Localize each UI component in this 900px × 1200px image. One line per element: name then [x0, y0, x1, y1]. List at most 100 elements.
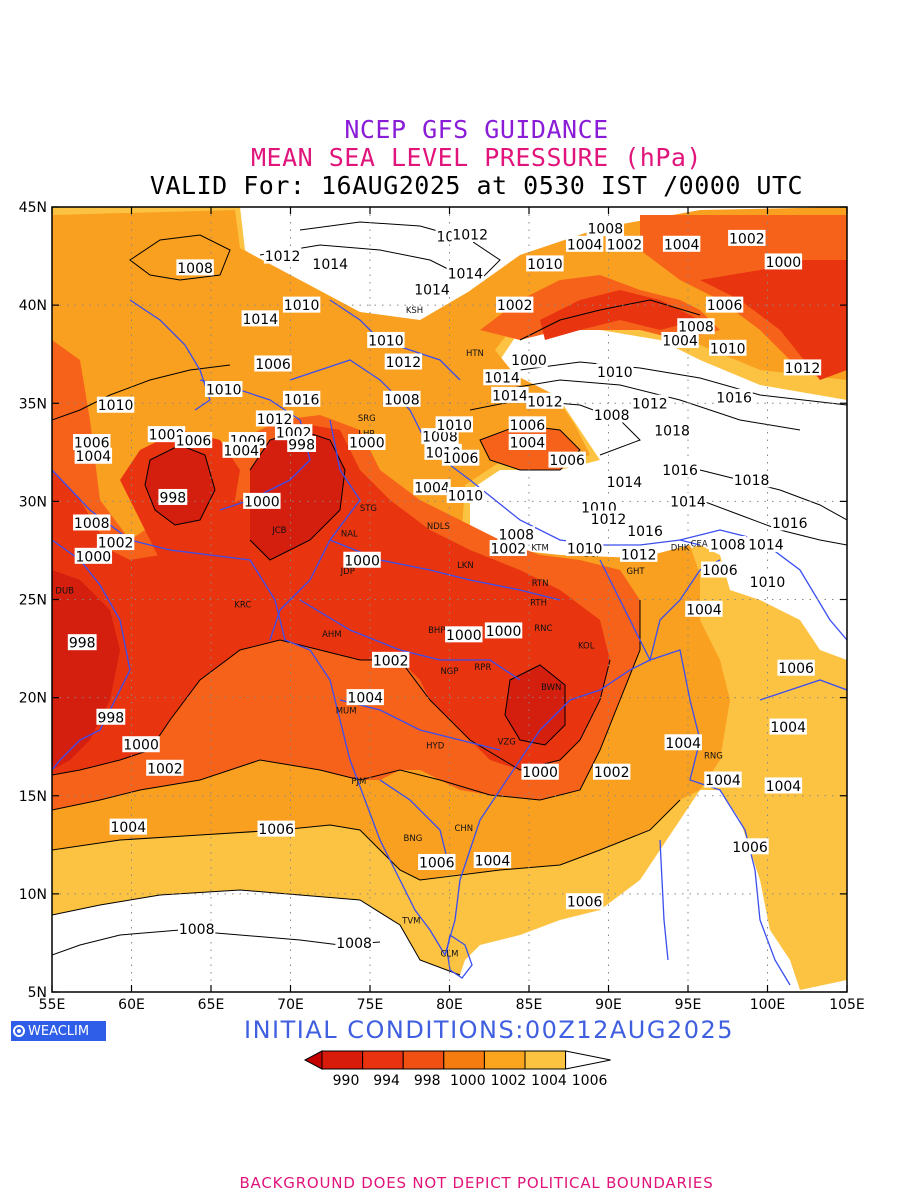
contour-label-bg: [205, 381, 243, 398]
contour-label-bg: [747, 536, 785, 553]
contour-label-text: 1016: [284, 392, 320, 408]
contour-label-text: 1014: [607, 475, 643, 491]
city-label: PJM: [351, 777, 366, 787]
contour-label-text: 1004: [475, 854, 511, 870]
lon-label: 65E: [198, 997, 225, 1013]
contour-label: 1016: [661, 461, 699, 479]
city-label: RNG: [704, 751, 723, 761]
city-label: KOL: [578, 642, 595, 652]
city-label: HYD: [426, 742, 445, 752]
colorbar-label: 1000: [450, 1073, 486, 1089]
contour-label-bg: [731, 838, 769, 855]
contour-label: 1002: [495, 296, 534, 314]
contour-label-text: 1014: [484, 371, 520, 387]
contour-label-bg: [605, 473, 644, 490]
contour-label-text: 1000: [766, 255, 802, 271]
contour-label-text: 1008: [336, 936, 372, 952]
lat-label: 5N: [28, 985, 47, 1001]
contour-label-text: 1004: [223, 443, 259, 459]
contour-label-text: 1012: [591, 512, 627, 528]
contour-label-bg: [709, 536, 747, 553]
contour-label: 1000: [521, 763, 559, 781]
contour-label-text: 1010: [750, 575, 786, 591]
contour-label-text: 1004: [510, 436, 546, 452]
contour-label: 1002: [96, 534, 135, 552]
contour-label-text: 1008: [710, 538, 746, 554]
contour-label-text: 1000: [349, 436, 385, 452]
contour-label-bg: [282, 296, 321, 313]
city-label: BNG: [404, 834, 423, 844]
contour-label-bg: [158, 488, 188, 505]
city-label: NDLS: [427, 522, 450, 532]
contour-label-text: 1010: [98, 398, 134, 414]
contour-label: 1012: [255, 410, 294, 428]
title-model: NCEP GFS GUIDANCE: [344, 115, 609, 144]
contour-label-bg: [777, 659, 815, 676]
contour-label-text: 1016: [716, 390, 752, 406]
contour-label: 1006: [508, 416, 547, 434]
contour-label: 998: [96, 708, 126, 726]
contour-label-text: 1002: [497, 298, 533, 314]
contour-label: 1008: [497, 526, 535, 544]
contour-label-bg: [445, 626, 483, 643]
contour-label: 1016: [771, 514, 809, 532]
contour-label-bg: [177, 920, 216, 937]
contour-label: 1002: [371, 651, 410, 669]
contour-label-bg: [508, 434, 547, 450]
colorbar-segment: [362, 1050, 404, 1070]
pressure-fill-1000-1002: [52, 215, 847, 810]
contour-label-text: 1008: [678, 320, 714, 336]
contour-label: 1004: [685, 600, 723, 618]
contour-label-bg: [565, 893, 604, 910]
border-bangladesh: [599, 559, 721, 662]
contour-label: 1014: [669, 492, 707, 510]
contour-label: 1004: [764, 777, 803, 795]
contour-label: 1006: [254, 355, 292, 373]
border-india-states-3: [339, 699, 501, 751]
contour-label-bg: [626, 522, 664, 539]
contour-label-bg: [446, 486, 485, 503]
contour-label-bg: [74, 447, 113, 464]
coastline-srilanka: [446, 933, 473, 979]
contour-label-bg: [241, 310, 279, 327]
contour-label-text: 1014: [492, 388, 528, 404]
contour-label-text: 1008: [594, 408, 630, 424]
contour-label: 1014: [413, 280, 451, 298]
contour-label: 1016: [715, 388, 753, 406]
contour-label-bg: [526, 255, 564, 272]
contour-label-text: 1010: [368, 333, 404, 349]
contour-label: 1006: [174, 432, 213, 450]
colorbar-left-arrow: [303, 1050, 323, 1070]
border-northeast: [679, 529, 847, 641]
contour-label-bg: [586, 220, 625, 237]
pressure-fill-998-1000: [52, 260, 847, 775]
contour-label: 1006: [705, 296, 744, 314]
city-label: AHM: [322, 630, 342, 640]
lon-label: 95E: [675, 997, 702, 1013]
city-labels: KSHHTNSRGLHRSTGNALNDLSJCBJDPLKNKTMDHKCEA…: [55, 306, 722, 960]
lon-label: 75E: [357, 997, 384, 1013]
contour-label: 1012: [263, 247, 302, 265]
coastline-arabia: [52, 539, 131, 771]
contour-label-text: 1002: [607, 237, 643, 253]
contour-label-text: 1012: [632, 396, 668, 412]
contour-label-text: 998: [288, 437, 315, 453]
isobar-tibet-3: [499, 379, 801, 431]
contour-label-text: 1010: [284, 298, 320, 314]
contour-label-text: 1012: [621, 547, 657, 563]
contour-label-text: 1006: [549, 453, 585, 469]
contour-label-bg: [311, 255, 349, 272]
contour-label-text: 1006: [707, 298, 743, 314]
contour-label: 1006: [548, 451, 586, 469]
city-label: RPR: [474, 663, 491, 673]
contour-label-bg: [489, 539, 528, 556]
lon-label: 60E: [118, 997, 145, 1013]
city-label: VZG: [498, 738, 516, 748]
contour-label-bg: [771, 514, 809, 531]
contour-label-bg: [255, 410, 294, 427]
contour-label-text: 1008: [384, 392, 420, 408]
title-parameter: MEAN SEA LEVEL PRESSURE (hPa): [251, 143, 702, 172]
contour-label: 1012: [589, 510, 628, 528]
border-india-states-4: [379, 779, 451, 871]
contour-label-bg: [243, 492, 281, 509]
